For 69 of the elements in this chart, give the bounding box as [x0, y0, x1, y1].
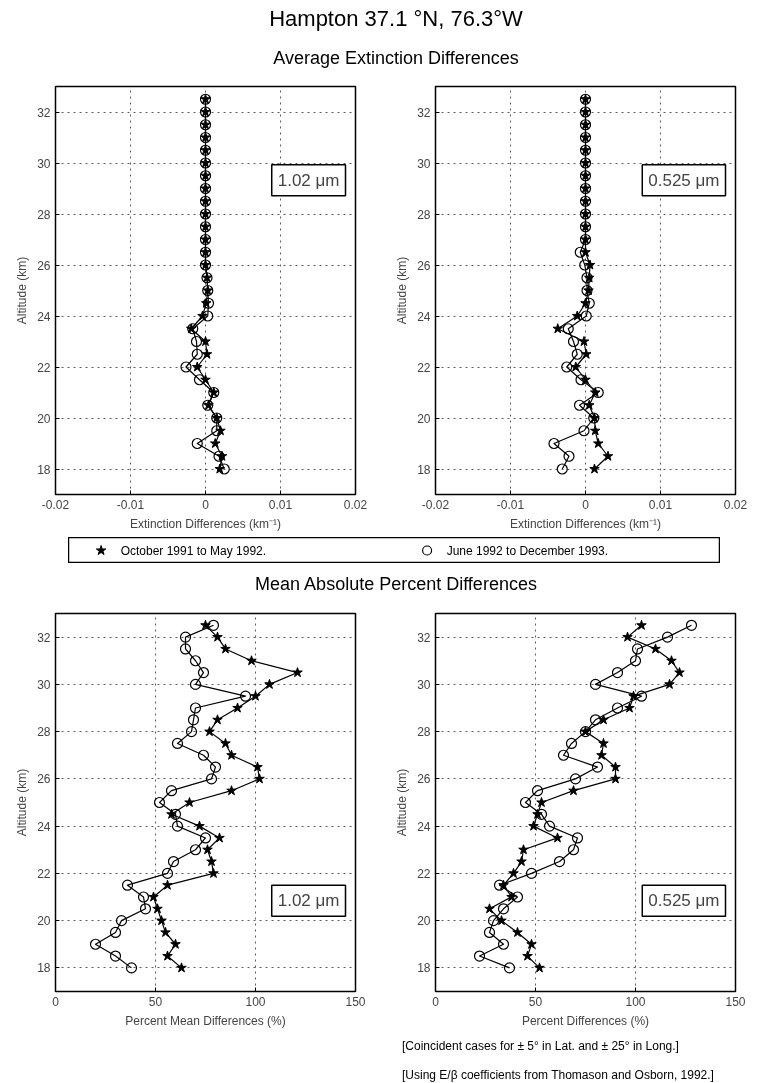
- y-tick-label: 30: [37, 677, 51, 692]
- y-tick-label: 26: [417, 258, 431, 273]
- y-tick-label: 30: [417, 156, 431, 171]
- y-tick-label: 28: [417, 207, 431, 222]
- y-tick-label: 24: [417, 819, 431, 834]
- x-axis-title: Percent Mean Differences (%): [125, 1013, 286, 1028]
- x-tick-label: 0: [202, 497, 210, 512]
- x-tick-label: 0: [52, 994, 60, 1009]
- text: [Using E/β coefficients from Thomason and Osborn, 1992.]: [402, 1067, 714, 1083]
- y-tick-label: 28: [37, 207, 51, 222]
- y-tick-label: 20: [417, 913, 431, 928]
- y-tick-label: 26: [37, 258, 51, 273]
- y-tick-label: 18: [417, 462, 431, 477]
- x-tick-label: 150: [345, 994, 366, 1009]
- y-tick-label: 20: [37, 411, 51, 426]
- annotation: 1.02 μm: [277, 170, 340, 190]
- y-axis-title: Altitude (km): [15, 256, 30, 325]
- y-tick-label: 32: [417, 105, 431, 120]
- y-axis-title: Altitude (km): [15, 768, 30, 836]
- annotation: 0.525 μm: [648, 170, 720, 190]
- x-tick-label: 100: [245, 994, 266, 1009]
- y-tick-label: 30: [37, 156, 51, 171]
- legend-label: October 1991 to May 1992.: [120, 543, 267, 558]
- y-tick-label: 18: [37, 961, 51, 976]
- y-tick-label: 22: [37, 866, 51, 881]
- y-tick-label: 26: [417, 772, 431, 787]
- x-tick-label: 0.01: [648, 497, 673, 512]
- x-tick-label: 50: [528, 994, 543, 1009]
- x-axis-title: Extinction Differences (km⁻¹): [129, 516, 282, 531]
- x-tick-label: -0.02: [421, 497, 450, 512]
- y-tick-label: 22: [417, 866, 431, 881]
- x-tick-label: 0.02: [723, 497, 748, 512]
- x-axis-title: Extinction Differences (km⁻¹): [509, 516, 662, 531]
- text: Average Extinction Differences: [273, 46, 519, 69]
- y-axis-title: Altitude (km): [395, 256, 410, 325]
- y-tick-label: 20: [37, 913, 51, 928]
- x-tick-label: -0.01: [116, 497, 145, 512]
- y-tick-label: 22: [37, 360, 51, 375]
- y-tick-label: 18: [37, 462, 51, 477]
- y-tick-label: 26: [37, 772, 51, 787]
- y-tick-label: 22: [417, 360, 431, 375]
- y-tick-label: 24: [417, 309, 431, 324]
- y-tick-label: 32: [37, 105, 51, 120]
- y-axis-title: Altitude (km): [395, 768, 410, 836]
- x-tick-label: -0.01: [496, 497, 525, 512]
- x-tick-label: 0: [582, 497, 590, 512]
- y-tick-label: 28: [37, 724, 51, 739]
- text: [Coincident cases for ± 5° in Lat. and ± 25° in Long.]: [402, 1038, 679, 1054]
- x-tick-label: 0.01: [268, 497, 293, 512]
- x-tick-label: 0: [432, 994, 440, 1009]
- y-tick-label: 30: [417, 677, 431, 692]
- annotation: 1.02 μm: [277, 890, 340, 910]
- x-tick-label: -0.02: [41, 497, 70, 512]
- x-tick-label: 100: [625, 994, 646, 1009]
- y-tick-label: 24: [37, 819, 51, 834]
- chart-title: Hampton 37.1 °N, 76.3°W: [269, 5, 523, 33]
- x-axis-title: Percent Differences (%): [521, 1013, 650, 1028]
- y-tick-label: 24: [37, 309, 51, 324]
- legend-label: June 1992 to December 1993.: [446, 543, 609, 558]
- y-tick-label: 28: [417, 724, 431, 739]
- y-tick-label: 32: [37, 630, 51, 645]
- y-tick-label: 32: [417, 630, 431, 645]
- y-tick-label: 18: [417, 961, 431, 976]
- x-tick-label: 0.02: [343, 497, 368, 512]
- x-tick-label: 50: [148, 994, 163, 1009]
- y-tick-label: 20: [417, 411, 431, 426]
- annotation: 0.525 μm: [648, 890, 720, 910]
- x-tick-label: 150: [725, 994, 746, 1009]
- text: Mean Absolute Percent Differences: [255, 573, 537, 596]
